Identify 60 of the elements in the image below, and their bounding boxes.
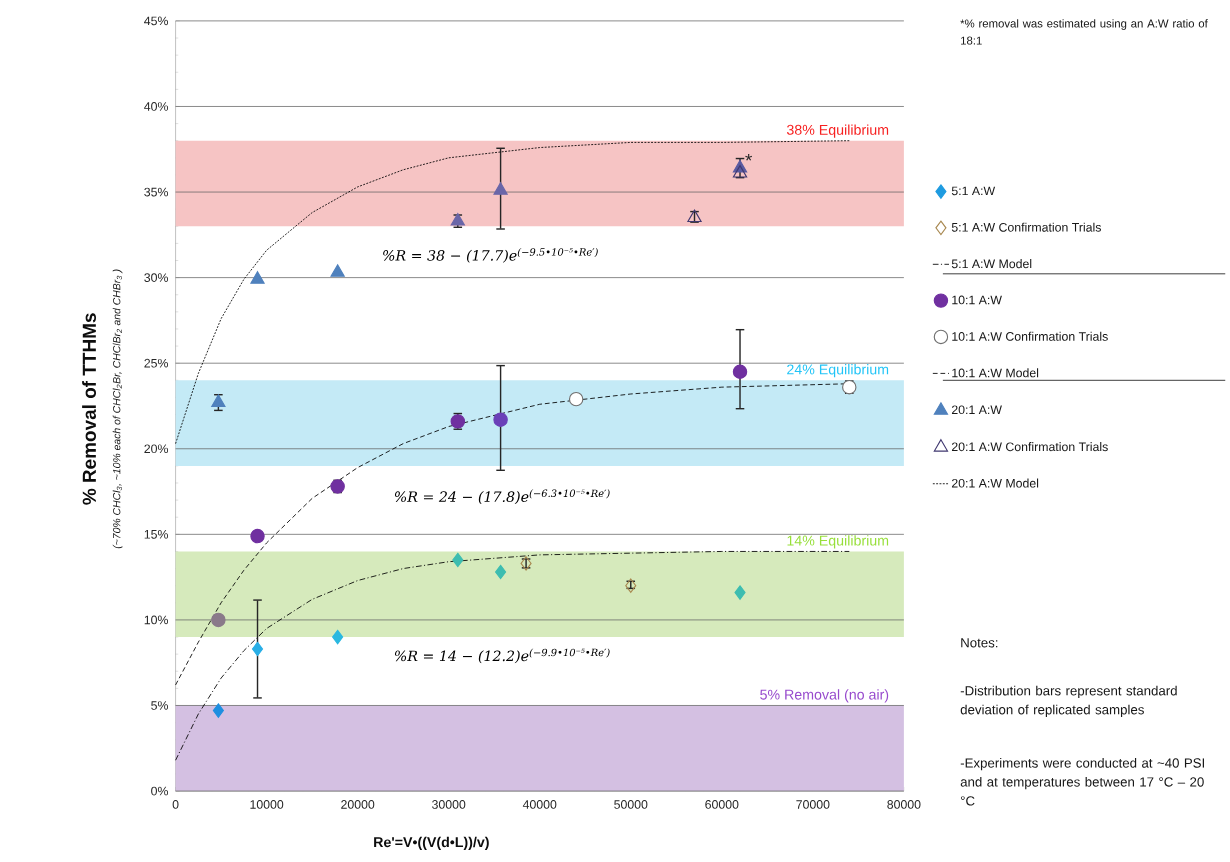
x-tick-label: 80000 (887, 799, 921, 809)
point (568, 391, 584, 407)
band-label: 38% Equilibrium (786, 124, 889, 138)
y-tick-label: 35% (144, 187, 168, 197)
annotation: %R = 14 − (12.2)e$^{(−9.9•10⁻⁵•Re′)}$ (394, 648, 610, 664)
x-tick-label: 20000 (341, 799, 375, 809)
annotation: %R = 38 − (17.7)e$^{(−9.5•10⁻⁵•Re′)}$ (383, 247, 598, 263)
y-tick-label: 0% (151, 786, 168, 796)
y-tick-label: 25% (144, 358, 168, 368)
point (493, 181, 508, 195)
text: (~70% CHCl$_{3}$, ~10% each of CHCl$_{2}$Br, CHClBr$_{2}$ and CHBr$_{3}$ ) (112, 269, 123, 549)
y-tick-label: 20% (144, 444, 168, 453)
annotation: * (745, 153, 753, 161)
point (732, 164, 748, 178)
x-axis-title: Re'=V•((V(d•L))/v) (374, 836, 489, 850)
y-tick-label: 15% (144, 529, 168, 539)
point (495, 564, 507, 580)
y-tick-label: 40% (144, 101, 168, 111)
x-tick-label: 10000 (250, 799, 284, 809)
x-tick-label: 70000 (796, 799, 830, 809)
y-tick-label: 30% (144, 273, 168, 282)
band-label: 24% Equilibrium (787, 363, 889, 378)
x-tick-label: 0 (172, 799, 179, 809)
point (452, 552, 464, 568)
legend-label: 20:1 A:W (951, 405, 1002, 414)
x-tick-label: 50000 (614, 799, 648, 809)
y-tick-label: 45% (144, 16, 168, 26)
point (332, 629, 344, 645)
point (251, 641, 264, 657)
point (211, 612, 226, 627)
band-label: 14% Equilibrium (787, 534, 889, 549)
text: -Experiments were conducted at ~40 PSI and at temperatures between 17 °C – 20 °C (960, 757, 1205, 806)
point (734, 585, 746, 600)
point (212, 703, 224, 718)
point (493, 412, 508, 427)
legend-label: 10:1 A:W Model (952, 368, 1039, 378)
legend-label: 5:1 A:W Confirmation Trials (951, 222, 1101, 232)
point (732, 364, 748, 379)
text: -Distribution bars represent standard deviation of replicated samples (960, 685, 1177, 717)
x-tick-label: 60000 (705, 799, 739, 809)
text: *% removal was estimated using an A:W ratio of 18:1 (960, 19, 1208, 45)
band-label: 5% Removal (no air) (760, 689, 889, 703)
legend-label: 5:1 A:W (951, 186, 996, 196)
legend-label: 10:1 A:W (952, 295, 1002, 305)
point (625, 578, 637, 593)
legend-label: 5:1 A:W Model (951, 258, 1032, 268)
point (250, 528, 265, 544)
x-tick-label: 30000 (432, 799, 466, 809)
legend-label: 10:1 A:W Confirmation Trials (952, 331, 1108, 341)
y-axis-title: % Removal of TTHMs (82, 313, 97, 505)
y-tick-label: 5% (151, 700, 168, 710)
x-tick-label: 40000 (522, 799, 557, 809)
point (211, 394, 226, 407)
point (250, 270, 265, 284)
text: Notes: (961, 637, 998, 648)
legend-label: 20:1 A:W Confirmation Trials (951, 441, 1108, 451)
y-tick-label: 10% (144, 615, 168, 625)
legend-label: 20:1 A:W Model (951, 478, 1039, 488)
point (330, 264, 345, 277)
annotation: %R = 24 − (17.8)e$^{(−6.3•10⁻⁵•Re′)}$ (394, 489, 610, 504)
